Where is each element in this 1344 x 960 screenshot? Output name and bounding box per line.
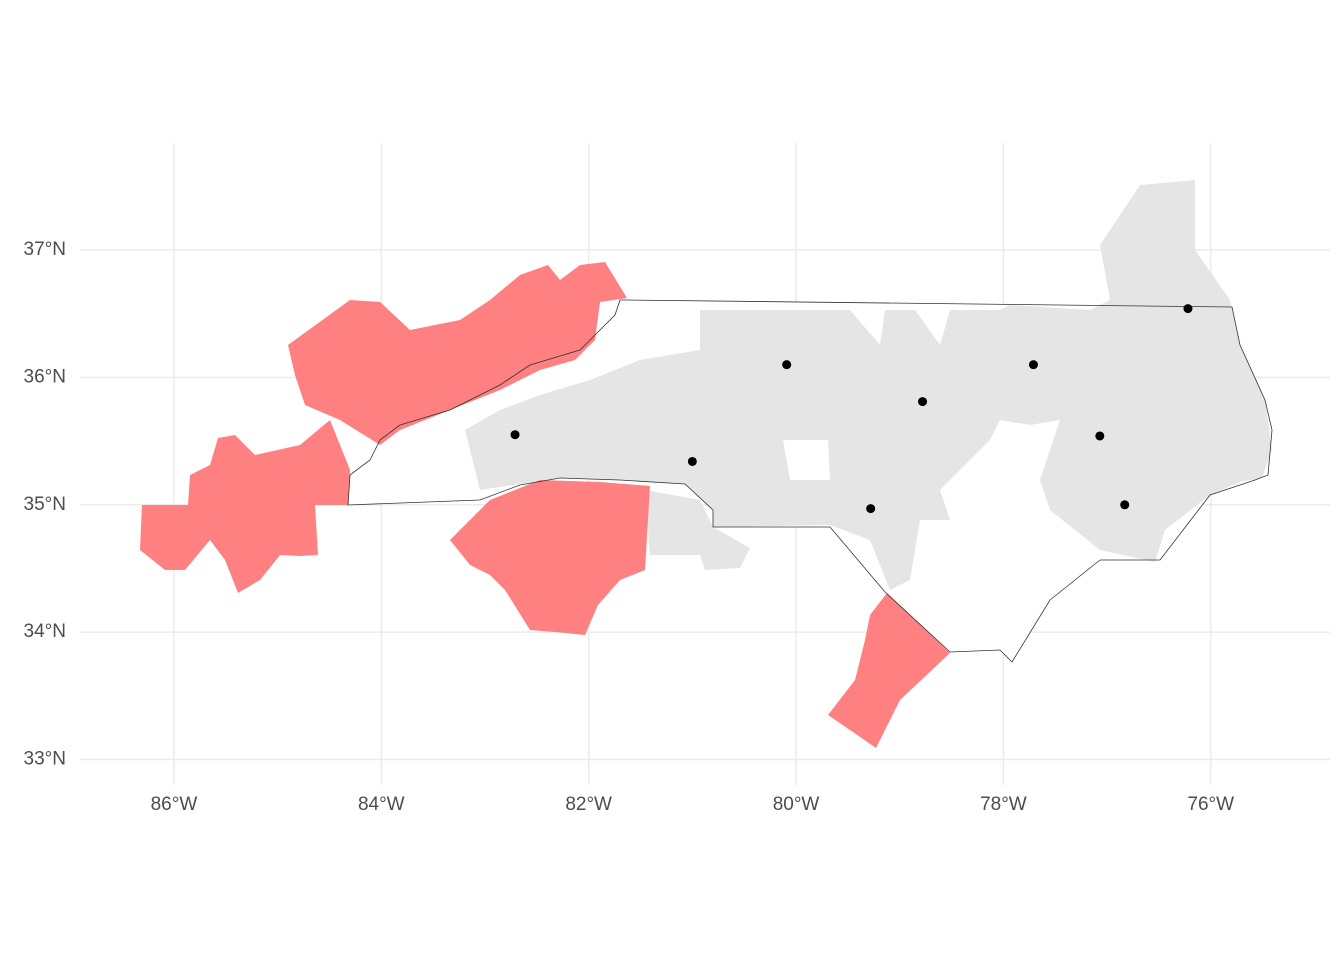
x-tick-label: 84°W	[358, 794, 405, 815]
x-tick-label: 78°W	[980, 794, 1027, 815]
y-tick-label: 36°N	[24, 366, 66, 387]
point	[1183, 304, 1193, 314]
x-tick-label: 86°W	[151, 794, 198, 815]
points	[510, 304, 1193, 514]
region-red	[828, 593, 950, 748]
y-tick-label: 35°N	[24, 494, 66, 515]
x-tick-label: 80°W	[773, 794, 820, 815]
x-tick-label: 82°W	[565, 794, 612, 815]
y-tick-label: 37°N	[24, 239, 66, 260]
region-red	[140, 420, 350, 593]
region-gray	[645, 490, 750, 570]
state-outline	[347, 299, 1273, 663]
x-tick-label: 76°W	[1187, 794, 1234, 815]
y-tick-label: 33°N	[24, 749, 66, 770]
point	[1095, 431, 1105, 441]
point	[687, 456, 697, 466]
point	[782, 360, 792, 370]
point	[918, 397, 928, 407]
point	[510, 430, 520, 440]
point	[1028, 360, 1038, 370]
region-red	[450, 480, 650, 635]
point	[866, 504, 876, 514]
map-shapes	[140, 180, 1273, 748]
region-hole	[783, 440, 830, 480]
region-gray	[465, 180, 1272, 590]
region-red	[288, 262, 627, 445]
y-tick-label: 34°N	[24, 621, 66, 642]
point	[1120, 500, 1130, 510]
